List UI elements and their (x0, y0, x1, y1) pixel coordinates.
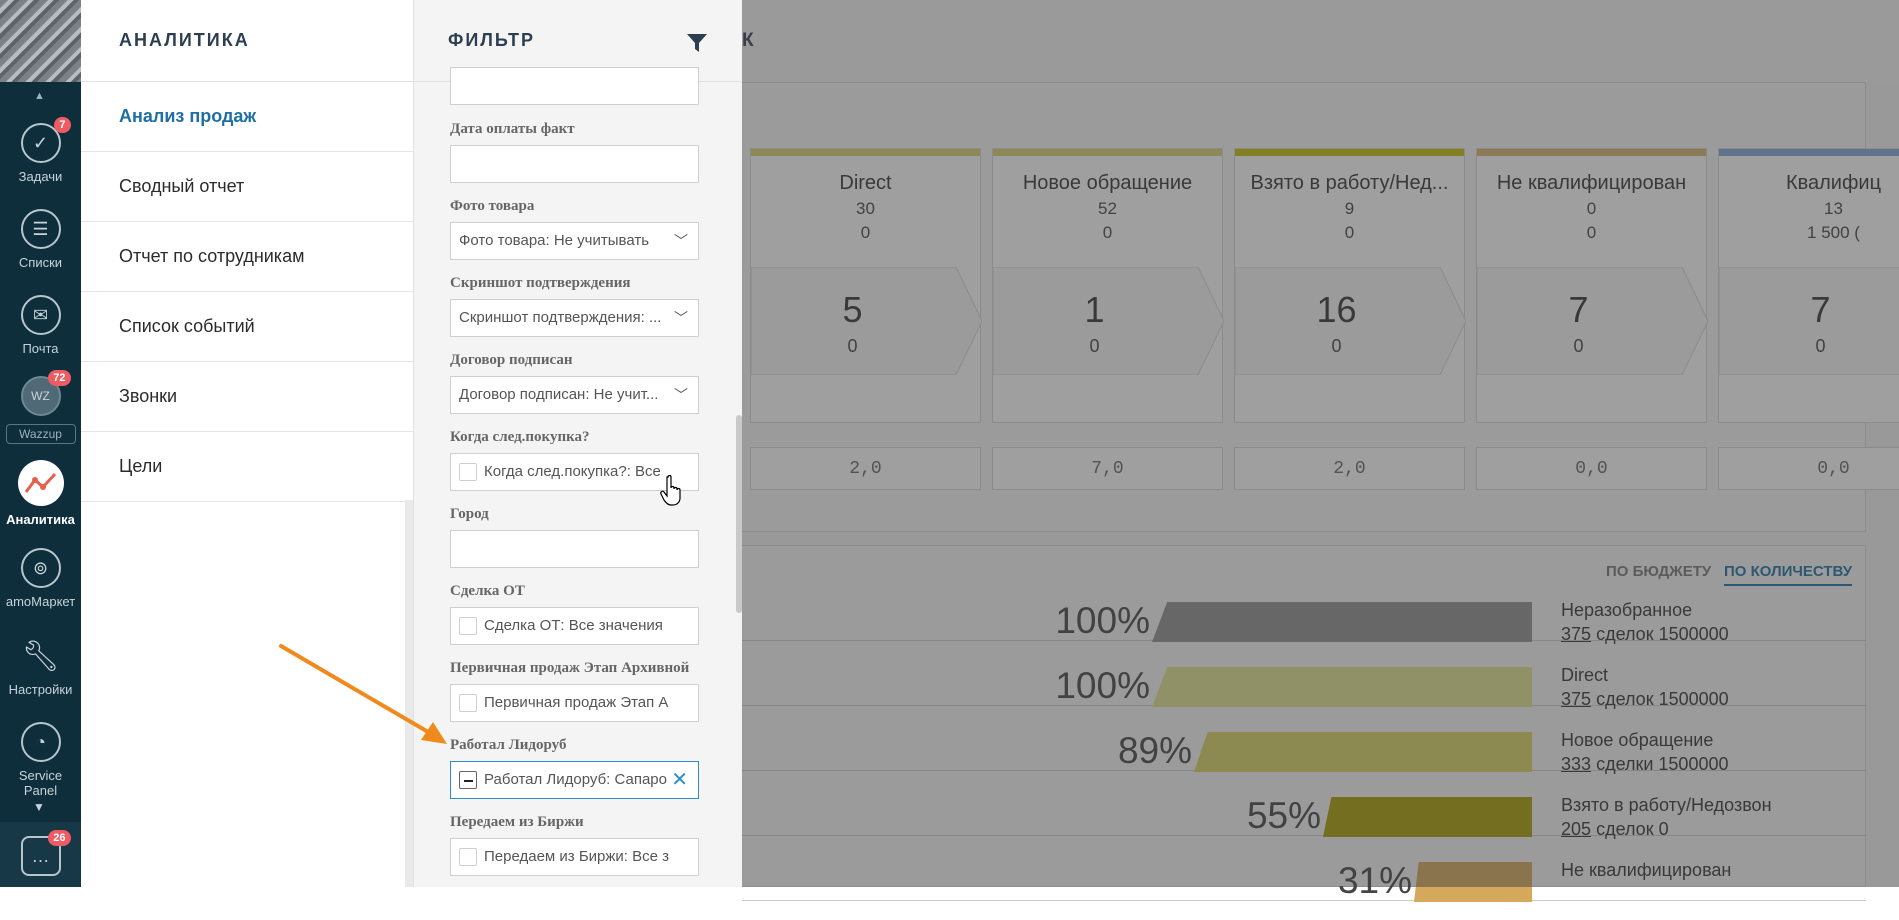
chevron-down-icon: ﹀ (674, 233, 688, 249)
filter-label: Работал Лидоруб (450, 737, 567, 753)
nav-label: Service Panel (18, 768, 63, 798)
modal-overlay[interactable] (742, 0, 1899, 887)
scroll-down-icon[interactable]: ▼ (33, 800, 45, 814)
mail-icon: ✉ (20, 295, 61, 335)
chat-badge: 26 (48, 830, 71, 846)
nav-label: amoМаркет (5, 594, 76, 609)
nav-label: Почта (22, 341, 59, 356)
filter-funnel-icon[interactable] (686, 32, 708, 54)
product-photo-select[interactable]: Фото товара: Не учитывать ﹀ (450, 222, 699, 260)
chat-button[interactable]: … 26 (0, 822, 81, 887)
filter-label: Дата оплаты факт (450, 121, 575, 137)
filter-input-top[interactable] (450, 67, 699, 105)
wazzup-avatar-text: WZ (31, 389, 50, 403)
checkmark-icon: ✓ 7 (20, 117, 71, 163)
checkbox-value: Работал Лидоруб: Сапаро (484, 771, 667, 788)
filter-scrollbar[interactable] (736, 415, 742, 613)
tasks-badge: 7 (54, 117, 71, 133)
wazzup-avatar: WZ 72 (20, 370, 71, 416)
chat-icon: … 26 (20, 830, 71, 876)
nav-label: Аналитика (6, 512, 75, 527)
filter-panel: ФИЛЬТР Дата оплаты факт Фото товара Фото… (413, 0, 742, 887)
main-sidebar: ▲ ✓ 7 Задачи ☰ Списки ✉ Почта WZ 72 Wazz… (0, 0, 81, 887)
menu-employee-report[interactable]: Отчет по сотрудникам (81, 222, 413, 292)
checkbox-partial-icon[interactable] (459, 771, 477, 789)
nav-mail[interactable]: ✉ Почта (0, 295, 81, 356)
hand-cursor-icon (660, 475, 681, 506)
filter-label: Когда след.покупка? (450, 429, 590, 445)
next-purchase-checkbox[interactable]: Когда след.покупка?: Все (450, 453, 699, 491)
exchange-transfer-checkbox[interactable]: Передаем из Биржи: Все з (450, 838, 699, 876)
checkbox-value: Сделка ОТ: Все значения (484, 617, 663, 634)
funnel-guide-line (742, 900, 1866, 901)
nav-wazzup[interactable]: WZ 72 Wazzup (0, 370, 81, 444)
wazzup-badge: 72 (48, 370, 71, 386)
filter-title: ФИЛЬТР (448, 30, 536, 50)
menu-events-list[interactable]: Список событий (81, 292, 413, 362)
filter-label: Фото товара (450, 198, 535, 214)
nav-tasks[interactable]: ✓ 7 Задачи (0, 117, 81, 184)
select-value: Договор подписан: Не учит... (459, 386, 659, 403)
menu-summary-report[interactable]: Сводный отчет (81, 152, 413, 222)
annotation-arrow-icon (279, 644, 447, 744)
menu-goals[interactable]: Цели (81, 432, 413, 502)
deal-from-checkbox[interactable]: Сделка ОТ: Все значения (450, 607, 699, 645)
filter-label: Город (450, 506, 489, 522)
filter-label: Договор подписан (450, 352, 573, 368)
nav-settings[interactable]: 🔧︎ Настройки (0, 636, 81, 698)
scroll-up-icon[interactable]: ▲ (34, 90, 45, 102)
account-logo[interactable] (0, 0, 81, 82)
payment-date-input[interactable] (450, 145, 699, 183)
filter-label: Скриншот подтверждения (450, 275, 631, 291)
primary-sale-archive-checkbox[interactable]: Первичная продаж Этап А (450, 684, 699, 722)
menu-scrollbar[interactable] (405, 500, 413, 887)
chevron-down-icon: ﹀ (674, 310, 688, 326)
filter-label: Первичная продаж Этап Архивной (450, 660, 690, 676)
nav-lists[interactable]: ☰ Списки (0, 209, 81, 270)
analytics-menu-title: АНАЛИТИКА (81, 0, 413, 82)
analytics-menu: АНАЛИТИКА Анализ продаж Сводный отчет От… (81, 0, 413, 887)
nav-label: Настройки (8, 682, 73, 697)
gauge-icon: ◔ (20, 722, 61, 762)
chevron-down-icon: ﹀ (674, 387, 688, 403)
city-input[interactable] (450, 530, 699, 568)
menu-calls[interactable]: Звонки (81, 362, 413, 432)
nav-label: Списки (18, 255, 63, 270)
nav-service-panel[interactable]: ◔ Service Panel (0, 722, 81, 798)
nav-amomarket[interactable]: ⊚ amoМаркет (0, 548, 81, 609)
checkbox-value: Первичная продаж Этап А (484, 694, 669, 711)
lidorub-worked-checkbox[interactable]: Работал Лидоруб: Сапаро ✕ (450, 761, 699, 799)
nav-analytics[interactable]: Аналитика (0, 460, 81, 527)
checkbox-icon[interactable] (459, 463, 477, 481)
close-icon[interactable]: ✕ (671, 769, 688, 791)
checkbox-icon[interactable] (459, 617, 477, 635)
confirmation-screenshot-select[interactable]: Скриншот подтверждения: ... ﹀ (450, 299, 699, 337)
filter-label: Сделка ОТ (450, 583, 525, 599)
checkbox-icon[interactable] (459, 848, 477, 866)
filter-label: Передаем из Биржи (450, 814, 584, 830)
analytics-icon (17, 460, 64, 506)
checkbox-icon[interactable] (459, 694, 477, 712)
checkbox-value: Когда след.покупка?: Все (484, 463, 661, 480)
wrench-icon: 🔧︎ (21, 639, 60, 673)
nav-label: Задачи (18, 169, 63, 184)
market-icon: ⊚ (20, 548, 61, 588)
contract-signed-select[interactable]: Договор подписан: Не учит... ﹀ (450, 376, 699, 414)
select-value: Скриншот подтверждения: ... (459, 309, 662, 326)
menu-sales-analysis[interactable]: Анализ продаж (81, 82, 413, 152)
select-value: Фото товара: Не учитывать (459, 232, 650, 249)
nav-label: Wazzup (5, 424, 76, 444)
list-icon: ☰ (20, 209, 61, 249)
checkbox-value: Передаем из Биржи: Все з (484, 848, 670, 865)
